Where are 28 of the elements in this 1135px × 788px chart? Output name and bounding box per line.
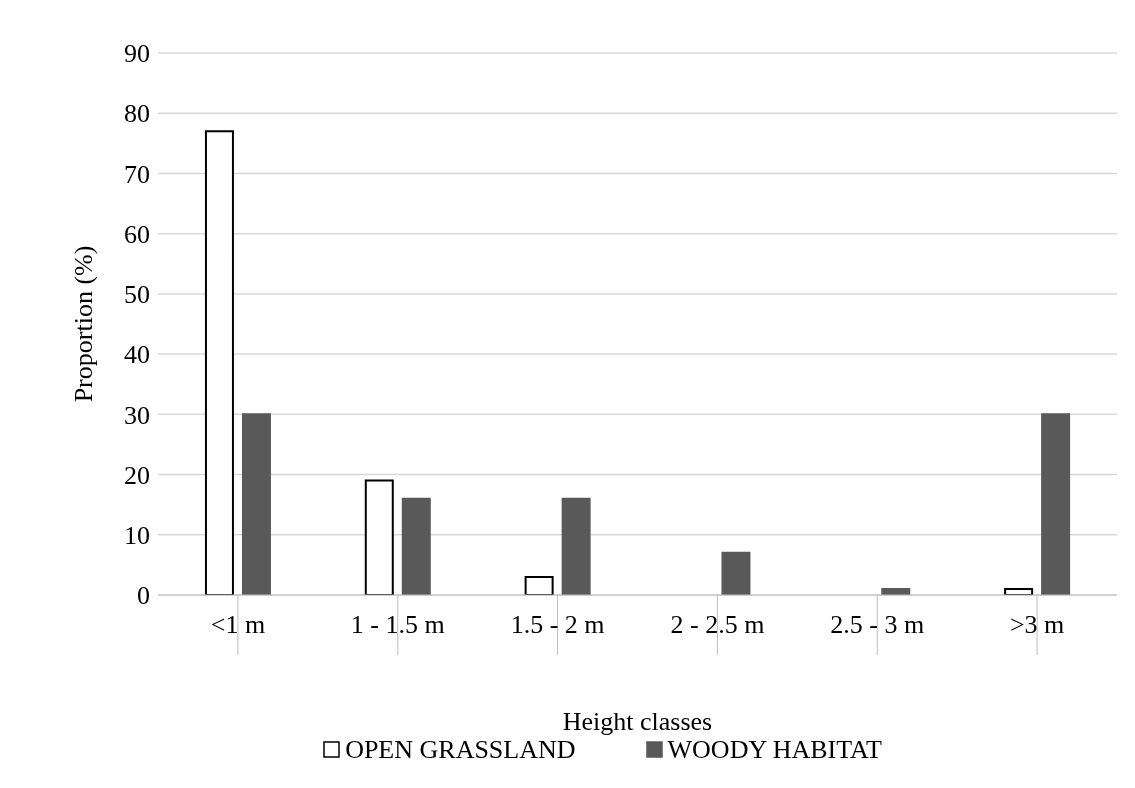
- y-axis-title: Proportion (%): [69, 245, 99, 403]
- legend-label: WOODY HABITAT: [667, 735, 882, 765]
- legend-label: OPEN GRASSLAND: [345, 735, 576, 765]
- x-axis-title: Height classes: [562, 707, 713, 736]
- y-tick-label: 50: [124, 280, 150, 310]
- bar: [1041, 413, 1071, 595]
- bar: [204, 130, 234, 595]
- y-tick-label: 0: [137, 581, 150, 611]
- bar: [561, 497, 591, 595]
- y-tick-label: 40: [124, 340, 150, 370]
- x-tick-label: 1.5 - 2 m: [510, 610, 605, 640]
- bar: [364, 479, 394, 595]
- x-tick-label: >3 m: [1009, 610, 1065, 640]
- y-tick-label: 60: [124, 219, 150, 249]
- y-tick-label: 10: [124, 521, 150, 551]
- y-tick-label: 80: [124, 99, 150, 129]
- bar: [401, 497, 431, 595]
- x-tick-label: 2 - 2.5 m: [670, 610, 765, 640]
- y-tick-label: 30: [124, 400, 150, 430]
- bar: [524, 575, 554, 595]
- y-tick-label: 90: [124, 39, 150, 69]
- x-tick-label: 2.5 - 3 m: [830, 610, 925, 640]
- x-tick-label: <1 m: [210, 610, 266, 640]
- x-tick-label: 1 - 1.5 m: [350, 610, 445, 640]
- bar: [241, 413, 271, 595]
- y-tick-label: 70: [124, 159, 150, 189]
- y-tick-label: 20: [124, 460, 150, 490]
- bar: [721, 551, 751, 595]
